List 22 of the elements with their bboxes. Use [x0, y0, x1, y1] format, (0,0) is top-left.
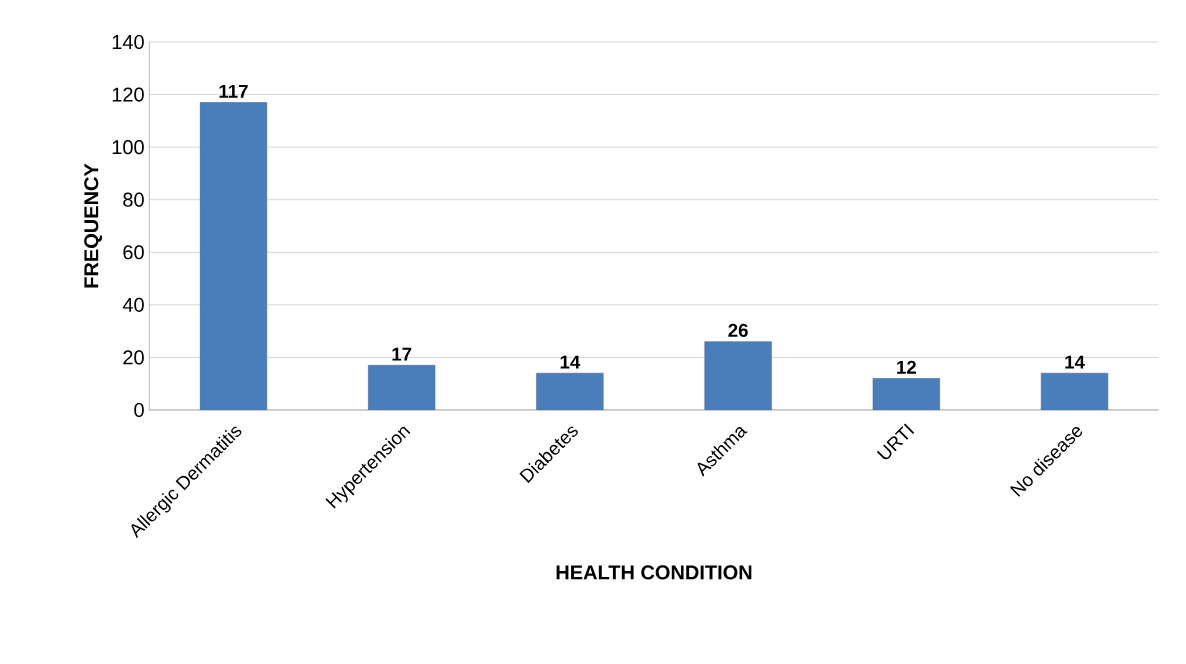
data-label: 26 — [728, 323, 748, 337]
y-axis-title: FREQUENCY — [84, 163, 103, 288]
data-label: 14 — [560, 355, 581, 369]
data-label: 12 — [897, 360, 916, 374]
y-tick-label: 80 — [123, 192, 144, 207]
data-label: 117 — [219, 84, 248, 98]
bar — [536, 372, 604, 410]
y-tick-label: 100 — [112, 140, 144, 155]
bar — [704, 341, 772, 410]
y-tick-label: 60 — [123, 245, 144, 260]
y-tick-label: 40 — [122, 297, 144, 312]
y-tick-label: 0 — [134, 402, 144, 418]
data-label: 17 — [392, 347, 412, 361]
y-tick-label: 140 — [112, 34, 144, 50]
data-label: 14 — [1065, 355, 1085, 369]
bar — [872, 378, 940, 410]
bar — [368, 365, 436, 410]
bar — [1040, 372, 1109, 410]
bar — [199, 102, 268, 410]
x-axis-title: HEALTH CONDITION — [556, 565, 752, 580]
y-tick-label: 120 — [112, 87, 144, 102]
y-tick-label: 20 — [123, 350, 144, 365]
